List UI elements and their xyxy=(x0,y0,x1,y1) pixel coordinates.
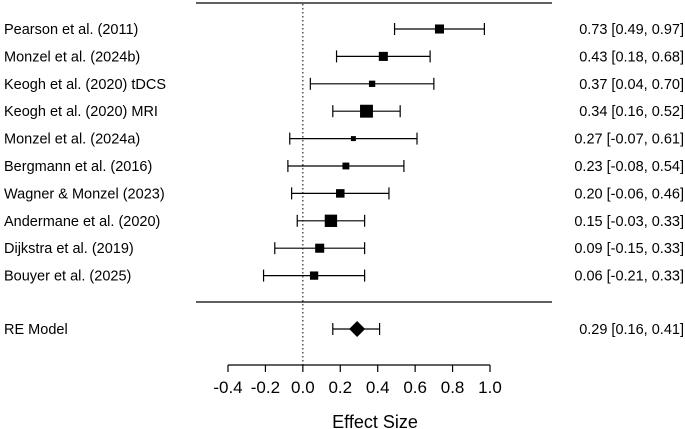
ci-value: 0.06 [-0.21, 0.33] xyxy=(574,269,684,285)
point-estimate xyxy=(309,271,319,280)
study-label: Monzel et al. (2024a) xyxy=(4,132,140,148)
point-estimate xyxy=(324,214,338,227)
point-estimate xyxy=(378,51,388,61)
study-label: Keogh et al. (2020) MRI xyxy=(4,104,158,120)
study-label: Bouyer et al. (2025) xyxy=(4,269,131,285)
point-estimate xyxy=(350,136,356,142)
study-label: Keogh et al. (2020) tDCS xyxy=(4,77,166,93)
study-label: Monzel et al. (2024b) xyxy=(4,49,140,65)
x-tick-label: 0.8 xyxy=(441,378,465,397)
ci-value: 0.09 [-0.15, 0.33] xyxy=(574,241,684,257)
x-tick-label: -0.4 xyxy=(213,378,242,397)
summary-label: RE Model xyxy=(4,322,68,338)
study-row: Pearson et al. (2011) 0.73 [0.49, 0.97] xyxy=(4,22,684,38)
study-label: Bergmann et al. (2016) xyxy=(4,159,152,175)
study-row: Monzel et al. (2024b) 0.43 [0.18, 0.68] xyxy=(4,49,684,65)
summary-diamond xyxy=(349,321,366,337)
point-estimate xyxy=(315,243,325,253)
study-row: Monzel et al. (2024a) 0.27 [-0.07, 0.61] xyxy=(4,132,684,148)
x-tick-label: 0.2 xyxy=(328,378,352,397)
ci-value: 0.73 [0.49, 0.97] xyxy=(579,22,684,38)
study-row: Bergmann et al. (2016) 0.23 [-0.08, 0.54] xyxy=(4,159,684,175)
study-label: Andermane et al. (2020) xyxy=(4,214,160,230)
study-row: Wagner & Monzel (2023) 0.20 [-0.06, 0.46] xyxy=(4,186,684,202)
point-estimate xyxy=(434,24,444,34)
ci-value: 0.15 [-0.03, 0.33] xyxy=(574,214,684,230)
point-estimate xyxy=(336,189,345,198)
ci-value: 0.20 [-0.06, 0.46] xyxy=(574,186,684,202)
study-label: Pearson et al. (2011) xyxy=(4,22,138,38)
study-row: Andermane et al. (2020) 0.15 [-0.03, 0.33… xyxy=(4,214,684,230)
study-row: Keogh et al. (2020) MRI 0.34 [0.16, 0.52] xyxy=(4,104,684,120)
summary-ci-value: 0.29 [0.16, 0.41] xyxy=(579,322,684,338)
x-axis-title: Effect Size xyxy=(332,412,418,429)
study-row: Keogh et al. (2020) tDCS 0.37 [0.04, 0.70… xyxy=(4,77,684,93)
ci-value: 0.37 [0.04, 0.70] xyxy=(579,77,684,93)
study-row: Bouyer et al. (2025) 0.06 [-0.21, 0.33] xyxy=(4,269,684,285)
x-tick-label: 0.0 xyxy=(291,378,315,397)
study-row: Dijkstra et al. (2019) 0.09 [-0.15, 0.33] xyxy=(4,241,684,257)
x-tick-label: -0.2 xyxy=(251,378,280,397)
point-estimate xyxy=(360,104,373,118)
x-tick-label: 0.4 xyxy=(366,378,390,397)
study-label: Wagner & Monzel (2023) xyxy=(4,186,165,202)
ci-value: 0.23 [-0.08, 0.54] xyxy=(574,159,684,175)
x-tick-label: 1.0 xyxy=(478,378,502,397)
ci-value: 0.34 [0.16, 0.52] xyxy=(579,104,684,120)
ci-value: 0.27 [-0.07, 0.61] xyxy=(574,132,684,148)
point-estimate xyxy=(342,162,350,170)
point-estimate xyxy=(368,80,376,87)
x-tick-label: 0.6 xyxy=(403,378,427,397)
ci-value: 0.43 [0.18, 0.68] xyxy=(579,49,684,65)
study-label: Dijkstra et al. (2019) xyxy=(4,241,134,257)
